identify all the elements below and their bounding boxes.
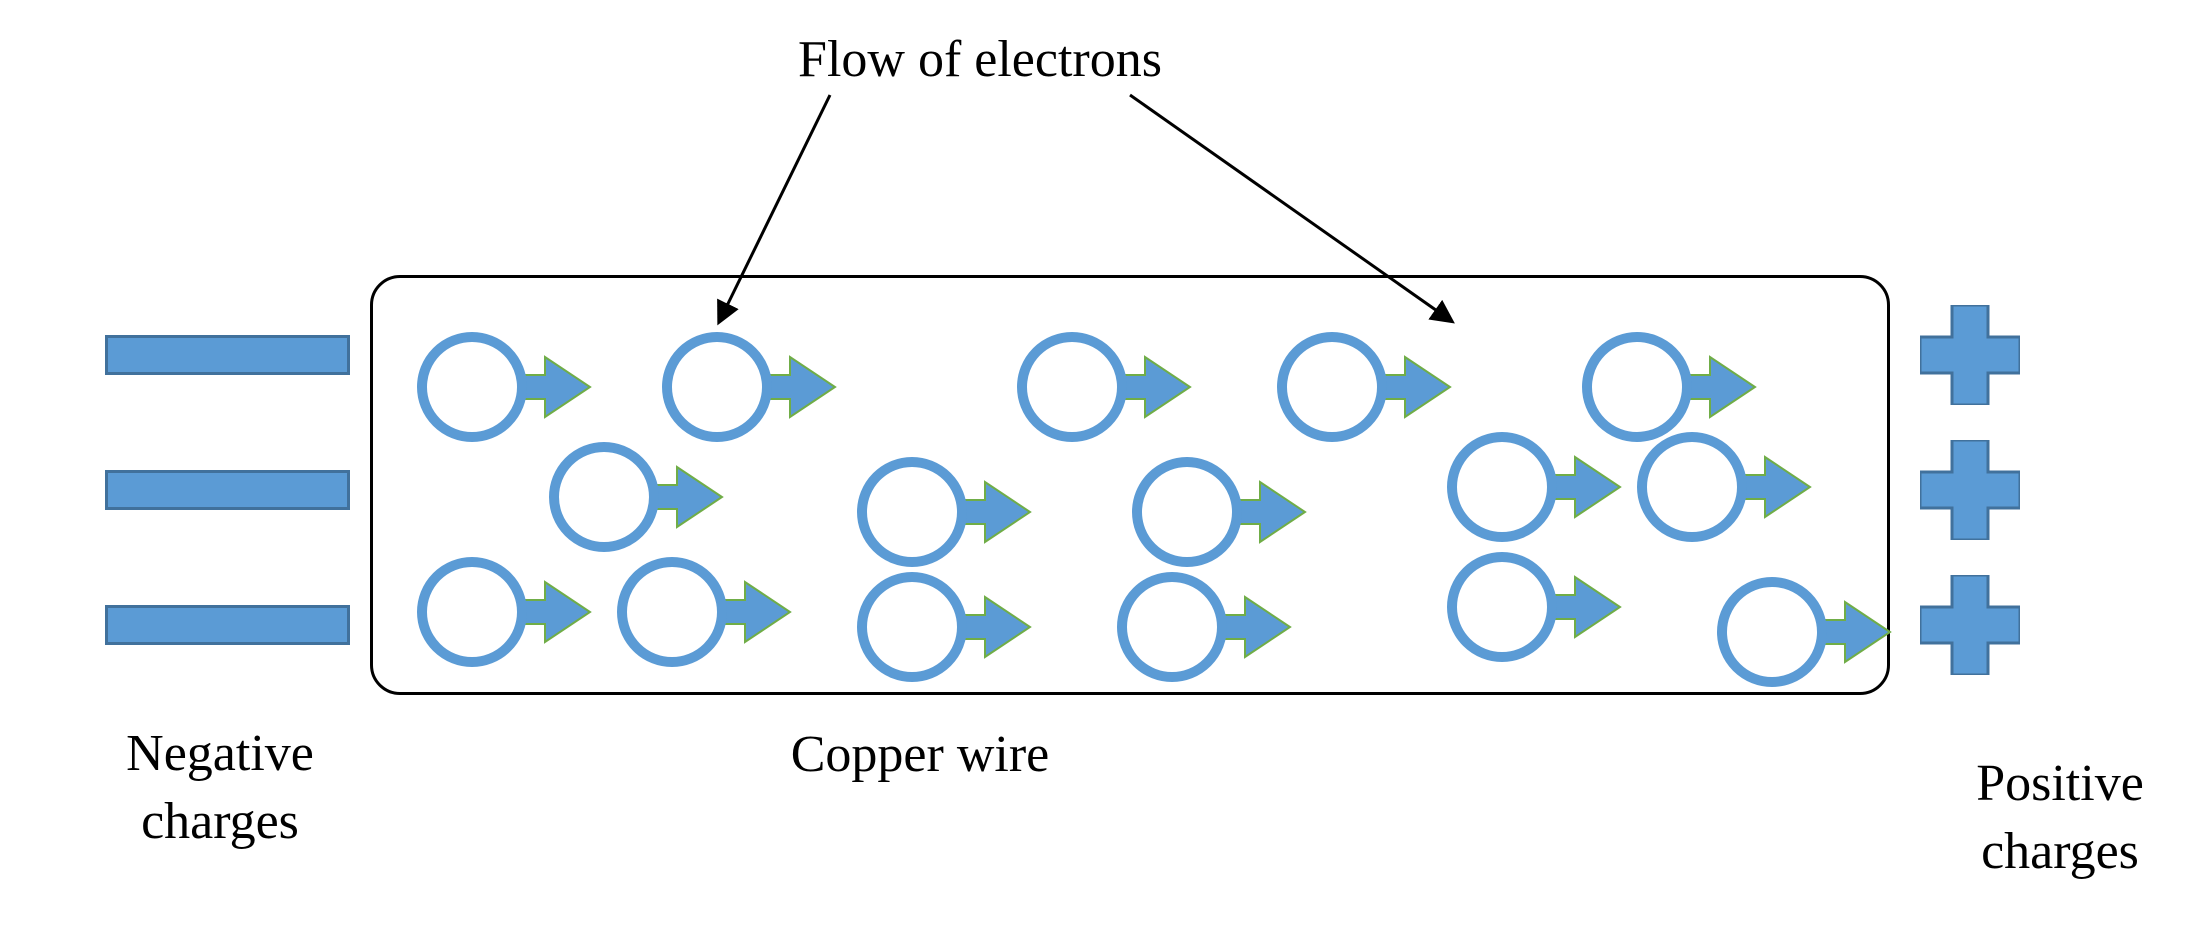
minus-bar-2 [105, 470, 350, 510]
diagram-container: Flow of electrons Negative charges [0, 0, 2211, 942]
plus-sign-1 [1920, 305, 2020, 405]
negative-charges-label: Negative charges [80, 720, 360, 855]
copper-wire-box [370, 275, 1890, 695]
flow-of-electrons-label: Flow of electrons [680, 30, 1280, 89]
positive-charges-label: Positive charges [1920, 750, 2200, 885]
minus-bar-3 [105, 605, 350, 645]
plus-sign-2 [1920, 440, 2020, 540]
copper-wire-label: Copper wire [720, 725, 1120, 784]
minus-bar-1 [105, 335, 350, 375]
plus-sign-3 [1920, 575, 2020, 675]
